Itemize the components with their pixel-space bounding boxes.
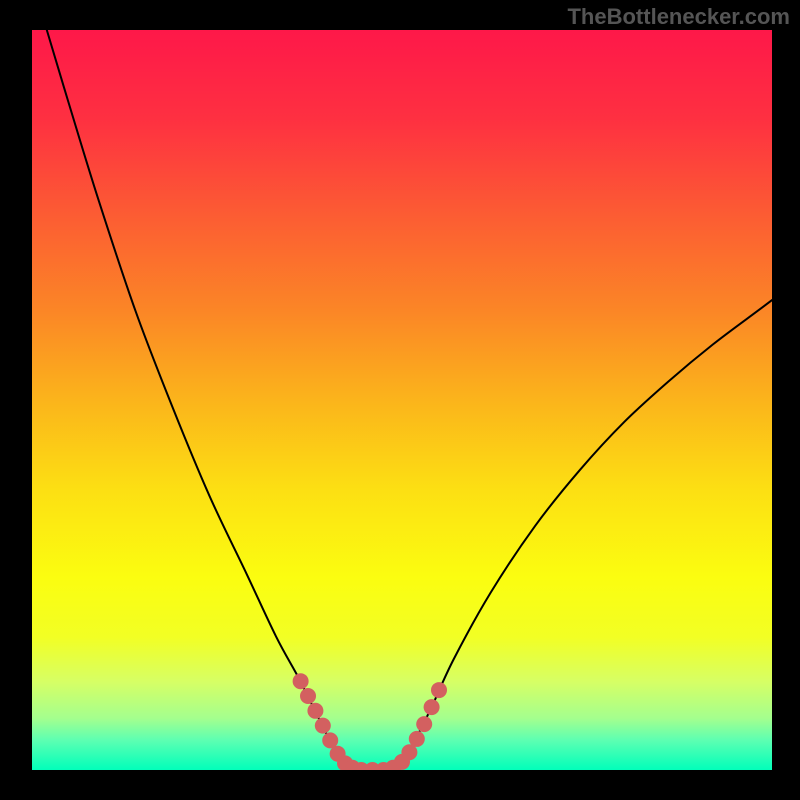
marker-dot bbox=[431, 682, 447, 698]
marker-dot bbox=[409, 731, 425, 747]
outer-frame: TheBottlenecker.com bbox=[0, 0, 800, 800]
marker-dot bbox=[300, 688, 316, 704]
watermark-text: TheBottlenecker.com bbox=[567, 4, 790, 30]
marker-dot bbox=[293, 673, 309, 689]
marker-dot bbox=[307, 703, 323, 719]
gradient-background bbox=[32, 30, 772, 770]
marker-dot bbox=[424, 699, 440, 715]
plot-svg bbox=[32, 30, 772, 770]
marker-dot bbox=[315, 718, 331, 734]
plot-area bbox=[32, 30, 772, 770]
marker-dot bbox=[416, 716, 432, 732]
